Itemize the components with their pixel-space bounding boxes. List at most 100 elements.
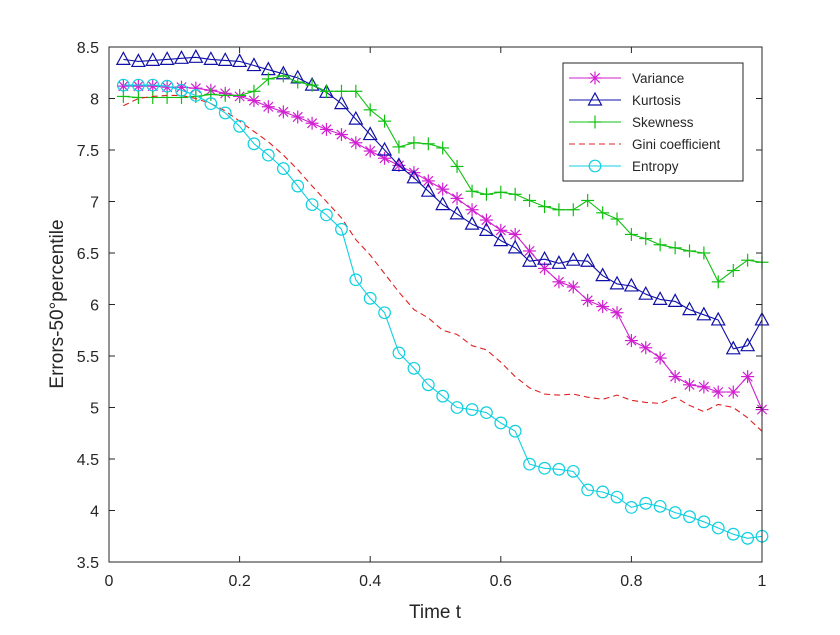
- data-point-variance: [610, 306, 624, 320]
- data-point-entropy: [465, 403, 479, 416]
- x-tick-label: 0.8: [620, 573, 642, 590]
- data-point-kurtosis: [638, 285, 654, 300]
- data-point-entropy: [233, 119, 247, 133]
- data-point-skewness: [291, 75, 305, 89]
- data-point-kurtosis: [391, 157, 407, 172]
- data-point-entropy: [494, 416, 508, 430]
- data-point-kurtosis: [551, 255, 567, 269]
- data-point-kurtosis: [464, 215, 480, 230]
- data-point-kurtosis: [507, 239, 523, 254]
- data-point-kurtosis: [710, 311, 726, 326]
- data-point-kurtosis: [232, 53, 248, 68]
- series-line-entropy: [123, 84, 763, 539]
- x-axis: 0 0.2 0.4 0.6 0.8 1: [105, 47, 767, 590]
- x-axis-label: Time t: [409, 602, 462, 623]
- data-point-entropy: [218, 106, 232, 120]
- data-point-entropy: [189, 89, 203, 102]
- data-point-skewness: [581, 193, 595, 207]
- data-point-kurtosis: [609, 275, 625, 290]
- data-point-variance: [596, 300, 610, 314]
- data-point-entropy: [276, 162, 290, 175]
- data-point-kurtosis: [115, 51, 131, 65]
- data-point-variance: [668, 370, 682, 384]
- data-point-kurtosis: [449, 205, 465, 220]
- data-point-entropy: [335, 222, 348, 236]
- data-point-skewness: [261, 72, 275, 86]
- data-point-entropy: [291, 179, 305, 193]
- data-point-skewness: [276, 69, 290, 83]
- data-point-kurtosis: [130, 53, 146, 68]
- data-point-kurtosis: [522, 252, 538, 267]
- x-tick-label: 0: [105, 573, 114, 590]
- data-point-skewness: [596, 206, 610, 220]
- data-point-skewness: [247, 84, 261, 98]
- data-point-variance: [566, 280, 580, 294]
- x-tick-label: 1: [758, 573, 767, 590]
- data-point-skewness: [538, 200, 552, 214]
- data-point-variance: [683, 378, 697, 392]
- data-point-entropy: [247, 137, 261, 151]
- data-point-variance: [465, 203, 479, 217]
- data-point-entropy: [596, 485, 610, 499]
- data-point-variance: [581, 293, 595, 307]
- data-point-variance: [624, 334, 638, 348]
- data-point-kurtosis: [682, 301, 698, 316]
- data-point-entropy: [175, 83, 188, 97]
- data-point-kurtosis: [348, 110, 364, 125]
- data-point-entropy: [683, 510, 696, 524]
- data-point-variance: [523, 244, 537, 258]
- data-point-kurtosis: [420, 182, 436, 197]
- data-point-skewness: [697, 246, 711, 260]
- data-point-entropy: [320, 208, 333, 222]
- data-point-entropy: [610, 490, 624, 504]
- x-tick-label: 0.2: [228, 573, 250, 590]
- data-point-kurtosis: [159, 51, 175, 65]
- data-point-kurtosis: [406, 169, 422, 184]
- y-tick-label: 7.5: [77, 143, 99, 160]
- data-point-variance: [334, 128, 348, 142]
- data-point-entropy: [552, 462, 566, 476]
- data-point-kurtosis: [435, 196, 451, 211]
- data-point-skewness: [116, 89, 130, 103]
- data-point-kurtosis: [652, 291, 668, 305]
- data-point-entropy: [508, 424, 522, 438]
- data-point-skewness: [305, 78, 319, 92]
- y-tick-label: 8.5: [77, 40, 99, 57]
- data-point-kurtosis: [173, 50, 189, 64]
- data-point-skewness: [639, 232, 653, 246]
- data-point-variance: [697, 380, 711, 394]
- data-point-skewness: [465, 184, 479, 198]
- y-tick-label: 3.5: [77, 555, 99, 572]
- data-point-entropy: [392, 346, 406, 360]
- data-point-kurtosis: [493, 232, 509, 247]
- data-point-variance: [189, 81, 203, 95]
- x-tick-label: 0.4: [359, 573, 381, 590]
- data-point-kurtosis: [362, 126, 378, 141]
- y-tick-label: 6.5: [77, 246, 99, 263]
- legend-marker-skewness: [588, 115, 602, 129]
- y-tick-label: 7: [90, 195, 99, 212]
- data-point-variance: [508, 227, 522, 241]
- data-point-entropy: [305, 198, 319, 211]
- x-tick-label: 0.6: [490, 573, 512, 590]
- data-point-entropy: [639, 496, 653, 510]
- data-point-skewness: [726, 264, 740, 278]
- data-point-skewness: [566, 203, 580, 217]
- data-point-variance: [494, 223, 508, 237]
- data-point-kurtosis: [667, 293, 683, 308]
- legend-label-kurtosis: Kurtosis: [632, 93, 681, 108]
- data-point-skewness: [218, 88, 232, 102]
- data-point-variance: [276, 105, 290, 119]
- data-point-variance: [639, 341, 653, 355]
- data-point-skewness: [174, 90, 188, 104]
- data-point-entropy: [261, 148, 275, 162]
- data-point-skewness: [421, 137, 435, 151]
- data-point-kurtosis: [377, 141, 393, 156]
- data-point-kurtosis: [725, 340, 741, 355]
- data-point-kurtosis: [145, 52, 161, 66]
- data-point-skewness: [146, 90, 160, 104]
- data-point-skewness: [479, 187, 493, 201]
- data-point-skewness: [363, 103, 377, 117]
